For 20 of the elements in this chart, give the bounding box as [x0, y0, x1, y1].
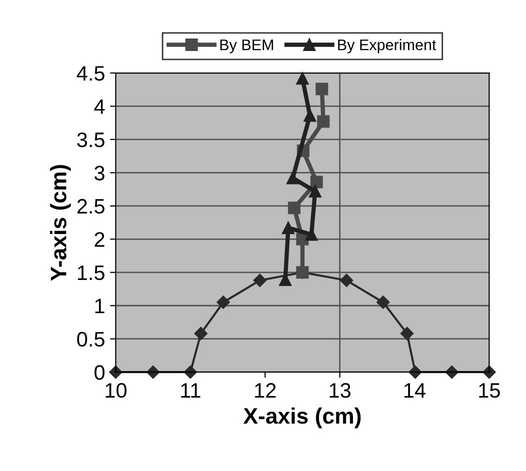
x-tick-label: 15 [479, 383, 500, 398]
y-tick-label: 4 [94, 99, 105, 114]
x-tick-label: 11 [181, 383, 200, 398]
legend-label: By Experiment [338, 39, 436, 54]
y-tick-label: 0 [94, 365, 104, 380]
y-tick-label: 4.5 [76, 66, 104, 81]
x-tick-label: 14 [404, 383, 426, 398]
y-tick-label: 1.5 [78, 266, 104, 280]
x-tick-label: 13 [330, 383, 350, 398]
legend-label: By BEM [220, 40, 274, 54]
x-tick-label: 12 [255, 383, 276, 398]
x-tick-label: 10 [106, 383, 126, 398]
y-axis-title: Y-axis (cm) [50, 164, 71, 281]
y-tick-label: 3 [94, 166, 104, 180]
y-tick-label: 2 [94, 232, 104, 247]
y-tick-label: 3.5 [77, 132, 104, 148]
y-tick-label: 1 [95, 298, 104, 314]
y-tick-label: 0.5 [77, 332, 104, 347]
y-tick-label: 2.5 [77, 198, 104, 214]
x-axis-title: X-axis (cm) [243, 407, 361, 428]
